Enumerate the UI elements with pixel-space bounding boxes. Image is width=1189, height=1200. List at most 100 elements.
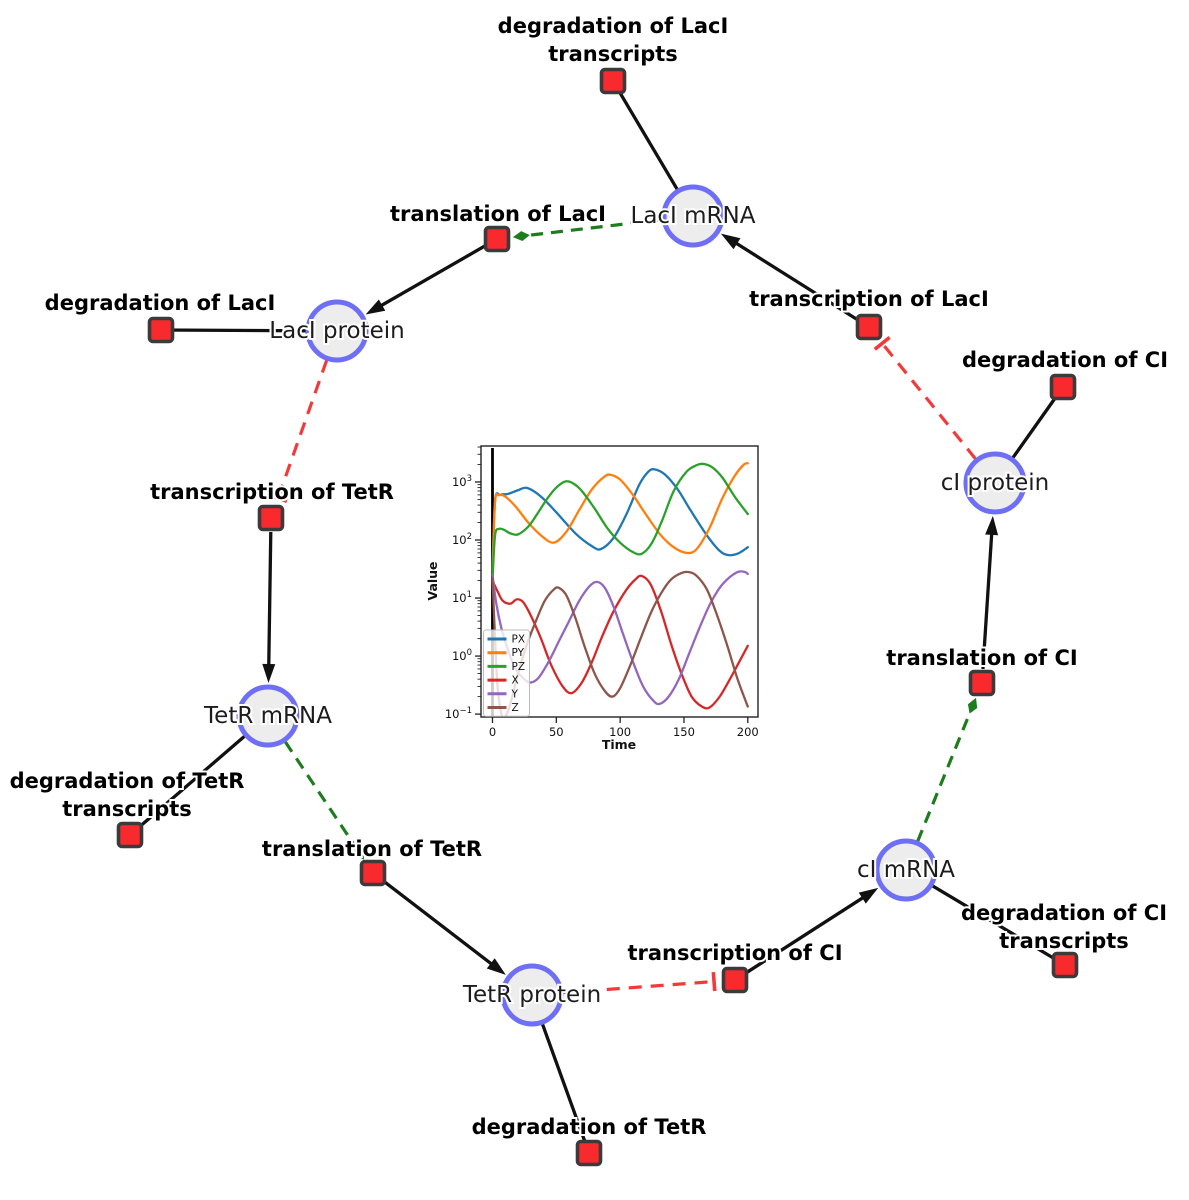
edge-catalysis-ci-mrna-to-translation-ci-arrowhead bbox=[967, 697, 978, 714]
reaction-label-line: degradation of TetR bbox=[472, 1115, 707, 1139]
species-label-ci-protein: cI protein bbox=[941, 470, 1050, 496]
reaction-label-line: translation of CI bbox=[886, 646, 1077, 670]
edge-production-translation-tetr-to-tetr-protein-arrowhead bbox=[486, 958, 506, 975]
edge-catalysis-ci-mrna-to-translation-ci bbox=[916, 710, 973, 842]
edge-production-transcription-tetr-to-tetr-mrna-arrowhead bbox=[262, 663, 276, 684]
edge-consumption-laci-protein-to-deg-laci bbox=[160, 328, 307, 333]
species-label-laci-mrna: LacI mRNA bbox=[631, 203, 756, 229]
edge-inhibition-tetr-protein-to-transcription-ci-tbar bbox=[711, 971, 717, 992]
edge-catalysis-laci-mrna-to-translation-laci-arrowhead bbox=[512, 231, 530, 242]
x-tick-label: 150 bbox=[673, 725, 695, 739]
reaction-node-deg-laci-transcripts bbox=[599, 67, 627, 95]
reaction-label-deg-tetr-transcripts: degradation of TetR transcripts bbox=[10, 769, 245, 821]
reaction-label-transcription-tetr: transcription of TetR bbox=[150, 480, 394, 504]
y-tick-label: 103 bbox=[452, 474, 472, 489]
y-tick-exponent: 0 bbox=[467, 648, 472, 658]
edge-production-translation-laci-to-laci-protein bbox=[376, 244, 486, 310]
reaction-node-translation-ci bbox=[968, 669, 996, 697]
y-tick-exponent: −1 bbox=[459, 706, 472, 716]
reaction-node-deg-tetr bbox=[575, 1139, 603, 1167]
species-node-laci-protein bbox=[305, 299, 369, 363]
x-axis-title: Time bbox=[602, 737, 636, 752]
reaction-node-deg-ci-transcripts bbox=[1051, 951, 1079, 979]
edge-consumption-ci-mrna-to-deg-ci-transcripts bbox=[931, 884, 1066, 967]
reaction-node-translation-tetr bbox=[359, 859, 387, 887]
x-tick-label: 200 bbox=[737, 725, 759, 739]
x-tick-label: 50 bbox=[549, 725, 564, 739]
reaction-label-deg-laci-transcripts: degradation of LacI transcripts bbox=[498, 14, 729, 66]
legend-entry-Y: Y bbox=[511, 688, 519, 700]
species-node-ci-protein bbox=[963, 451, 1027, 515]
network-layer: degradation of LacI transcripts translatio… bbox=[8, 12, 1170, 1167]
edge-catalysis-tetr-mrna-to-translation-tetr bbox=[283, 740, 358, 849]
edge-production-transcription-ci-to-ci-mrna bbox=[745, 894, 868, 974]
edge-inhibition-laci-protein-to-transcription-tetr-tbar bbox=[268, 493, 288, 504]
reaction-node-deg-tetr-transcripts bbox=[116, 821, 144, 849]
species-label-laci-protein: LacI protein bbox=[269, 318, 404, 344]
edge-consumption-tetr-mrna-to-deg-tetr-transcripts bbox=[128, 734, 246, 837]
reaction-label-line: degradation of CI bbox=[961, 901, 1167, 925]
reaction-label-translation-tetr: translation of TetR bbox=[262, 837, 482, 861]
edge-production-translation-ci-to-ci-protein-arrowhead bbox=[985, 515, 999, 536]
y-tick-label: 100 bbox=[452, 648, 472, 663]
nodes-layer bbox=[116, 67, 1079, 1167]
y-tick-exponent: 1 bbox=[467, 590, 472, 600]
species-node-tetr-protein bbox=[500, 963, 564, 1027]
x-tick-label: 0 bbox=[489, 725, 496, 739]
y-tick-label: 101 bbox=[452, 590, 472, 605]
edge-inhibition-laci-protein-to-transcription-tetr bbox=[276, 359, 329, 499]
edge-catalysis-tetr-mrna-to-translation-tetr-arrowhead bbox=[354, 845, 365, 860]
edge-inhibition-tetr-protein-to-transcription-ci bbox=[562, 979, 715, 995]
reaction-label-line: translation of LacI bbox=[390, 202, 606, 226]
y-axis-title: Value bbox=[425, 561, 440, 600]
reaction-label-line: transcription of LacI bbox=[749, 287, 989, 311]
edges-layer bbox=[128, 80, 1066, 1154]
y-tick-exponent: 2 bbox=[467, 532, 472, 542]
edge-production-transcription-tetr-to-tetr-mrna bbox=[267, 531, 273, 670]
reaction-node-transcription-laci bbox=[855, 313, 883, 341]
edge-production-transcription-laci-to-laci-mrna bbox=[731, 239, 859, 321]
reaction-label-line: transcripts bbox=[548, 42, 678, 66]
species-node-tetr-mrna bbox=[236, 684, 300, 748]
reaction-label-line: transcripts bbox=[62, 797, 192, 821]
legend-entry-PZ: PZ bbox=[512, 661, 526, 673]
legend-entry-PX: PX bbox=[512, 634, 526, 646]
legend-entry-X: X bbox=[512, 675, 519, 687]
species-node-ci-mrna bbox=[874, 838, 938, 902]
reaction-label-deg-ci-transcripts: degradation of CI transcripts bbox=[961, 901, 1167, 953]
reaction-node-translation-laci bbox=[483, 225, 511, 253]
reaction-label-deg-laci: degradation of LacI bbox=[45, 291, 276, 315]
edge-production-transcription-laci-to-laci-mrna-arrowhead bbox=[720, 233, 741, 250]
species-label-tetr-protein: TetR protein bbox=[462, 982, 601, 1008]
reaction-label-line: degradation of CI bbox=[962, 348, 1168, 372]
series-line-PX bbox=[491, 468, 749, 572]
y-tick-exponent: 3 bbox=[467, 474, 472, 484]
reaction-label-line: translation of TetR bbox=[262, 837, 482, 861]
reaction-label-line: transcription of CI bbox=[627, 941, 842, 965]
reaction-label-line: degradation of LacI bbox=[45, 291, 276, 315]
reaction-label-transcription-laci: transcription of LacI bbox=[749, 287, 989, 311]
labels-layer: degradation of LacI transcripts translatio… bbox=[8, 12, 1170, 1141]
reaction-node-deg-ci bbox=[1049, 373, 1077, 401]
series-line-PZ bbox=[491, 462, 749, 582]
reaction-label-line: degradation of LacI bbox=[498, 14, 729, 38]
legend-entry-Z: Z bbox=[512, 702, 519, 714]
y-tick-label: 10−1 bbox=[445, 706, 472, 721]
reaction-label-line: degradation of TetR bbox=[10, 769, 245, 793]
reaction-label-deg-tetr: degradation of TetR bbox=[472, 1115, 707, 1139]
reaction-label-translation-ci: translation of CI bbox=[886, 646, 1077, 670]
x-tick-label: 100 bbox=[609, 725, 631, 739]
species-node-laci-mrna bbox=[661, 184, 725, 248]
edge-consumption-tetr-protein-to-deg-tetr bbox=[540, 1023, 591, 1154]
edge-production-translation-ci-to-ci-protein bbox=[981, 529, 994, 670]
reaction-label-transcription-ci: transcription of CI bbox=[627, 941, 842, 965]
y-tick-label: 102 bbox=[452, 532, 472, 547]
edge-catalysis-laci-mrna-to-translation-laci bbox=[526, 218, 663, 238]
reaction-node-transcription-tetr bbox=[257, 504, 285, 532]
reaction-label-deg-ci: degradation of CI bbox=[962, 348, 1168, 372]
